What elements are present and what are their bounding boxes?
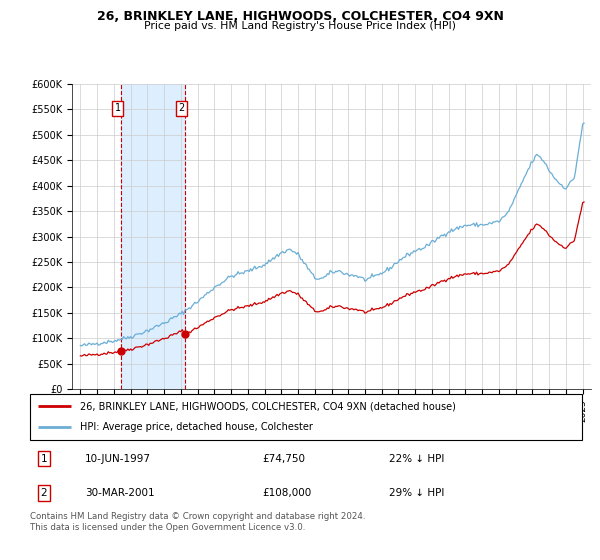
Text: HPI: Average price, detached house, Colchester: HPI: Average price, detached house, Colc… <box>80 422 313 432</box>
Text: 30-MAR-2001: 30-MAR-2001 <box>85 488 155 498</box>
Text: 2: 2 <box>178 104 184 114</box>
Text: £108,000: £108,000 <box>262 488 311 498</box>
Text: 26, BRINKLEY LANE, HIGHWOODS, COLCHESTER, CO4 9XN (detached house): 26, BRINKLEY LANE, HIGHWOODS, COLCHESTER… <box>80 401 455 411</box>
Text: 29% ↓ HPI: 29% ↓ HPI <box>389 488 444 498</box>
Text: 10-JUN-1997: 10-JUN-1997 <box>85 454 151 464</box>
FancyBboxPatch shape <box>30 394 582 440</box>
Text: 22% ↓ HPI: 22% ↓ HPI <box>389 454 444 464</box>
Bar <box>121 84 185 389</box>
Text: Contains HM Land Registry data © Crown copyright and database right 2024.
This d: Contains HM Land Registry data © Crown c… <box>30 512 365 532</box>
Text: 1: 1 <box>40 454 47 464</box>
Text: Price paid vs. HM Land Registry's House Price Index (HPI): Price paid vs. HM Land Registry's House … <box>144 21 456 31</box>
Text: 1: 1 <box>115 104 121 114</box>
Text: 26, BRINKLEY LANE, HIGHWOODS, COLCHESTER, CO4 9XN: 26, BRINKLEY LANE, HIGHWOODS, COLCHESTER… <box>97 10 503 23</box>
Text: £74,750: £74,750 <box>262 454 305 464</box>
Text: 2: 2 <box>40 488 47 498</box>
